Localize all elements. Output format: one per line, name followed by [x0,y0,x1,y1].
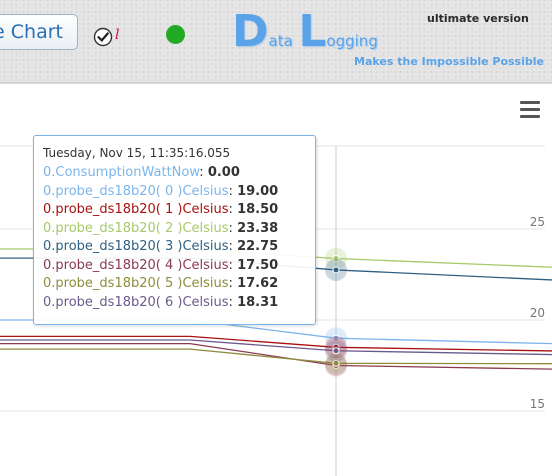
tooltip-row: 0.probe_ds18b20( 2 )Celsius: 23.38 [43,220,279,236]
tooltip-series-value: 17.50 [237,257,279,273]
hover-point [332,254,340,262]
series-line [0,339,552,356]
tooltip-series-value: 18.50 [237,202,279,217]
hover-point [332,359,340,367]
tooltip-row: 0.probe_ds18b20( 5 )Celsius: 17.62 [43,276,279,291]
tooltip-series-value: 17.62 [237,276,279,291]
tooltip-series-name: 0.probe_ds18b20( 6 )Celsius [43,294,229,310]
datalogging-logo: Data Logging ultimate version Makes the … [232,6,552,76]
logo-letter-l: L [298,6,327,57]
tooltip-series-value: 23.38 [237,220,279,236]
logo-part-ata: ata [268,32,293,50]
hover-point [332,334,340,342]
y-tick-label: 15 [530,397,545,411]
tooltip-series-name: 0.probe_ds18b20( 1 )Celsius [43,202,229,217]
series-line [0,348,552,365]
hover-point [332,347,340,355]
tooltip-series-value: 0.00 [207,165,240,180]
auto-refresh-toggle[interactable]: l [93,27,127,51]
temperature-line-chart[interactable]: 25 20 15 [0,83,552,476]
tooltip-row: 0.ConsumptionWattNow: 0.00 [43,165,240,180]
chart-button[interactable]: e Chart [0,14,78,50]
hover-point [332,266,340,274]
tooltip-row: 0.probe_ds18b20( 4 )Celsius: 17.50 [43,257,279,273]
connection-status-dot [166,25,185,44]
tooltip-time: Tuesday, Nov 15, 11:35:16.055 [43,146,231,160]
tooltip-series-name: 0.ConsumptionWattNow [43,165,200,180]
tooltip-series-value: 22.75 [237,239,279,254]
tooltip-series-name: 0.probe_ds18b20( 2 )Celsius [43,220,229,236]
tooltip-row: 0.probe_ds18b20( 6 )Celsius: 18.31 [43,294,279,310]
app-header: e Chart l Data Logging ultimate version … [0,0,552,83]
logo-letter-d: D [232,6,269,57]
hamburger-menu-icon[interactable] [520,101,540,119]
y-tick-label: 20 [530,306,545,320]
tooltip-row: 0.probe_ds18b20( 3 )Celsius: 22.75 [43,239,279,254]
logo-part-ogging: ogging [326,32,378,50]
tooltip-row: 0.probe_ds18b20( 1 )Celsius: 18.50 [43,202,279,217]
series-line [0,335,552,352]
chart-tooltip: Tuesday, Nov 15, 11:35:16.055 0.Consumpt… [33,135,316,325]
tooltip-series-name: 0.probe_ds18b20( 4 )Celsius [43,257,229,273]
tagline: Makes the Impossible Possible [354,55,544,68]
tooltip-series-name: 0.probe_ds18b20( 0 )Celsius [43,183,229,199]
checkbox-check-icon[interactable] [93,27,113,47]
tooltip-series-name: 0.probe_ds18b20( 5 )Celsius [43,276,229,291]
tooltip-series-value: 19.00 [237,183,279,199]
tooltip-series-name: 0.probe_ds18b20( 3 )Celsius [43,239,229,254]
tooltip-row: 0.probe_ds18b20( 0 )Celsius: 19.00 [43,183,279,199]
series-line [0,343,552,370]
tooltip-series-value: 18.31 [237,294,279,310]
version-label: ultimate version [427,12,529,25]
y-tick-label: 25 [530,215,545,229]
checkbox-label: l [115,27,120,43]
